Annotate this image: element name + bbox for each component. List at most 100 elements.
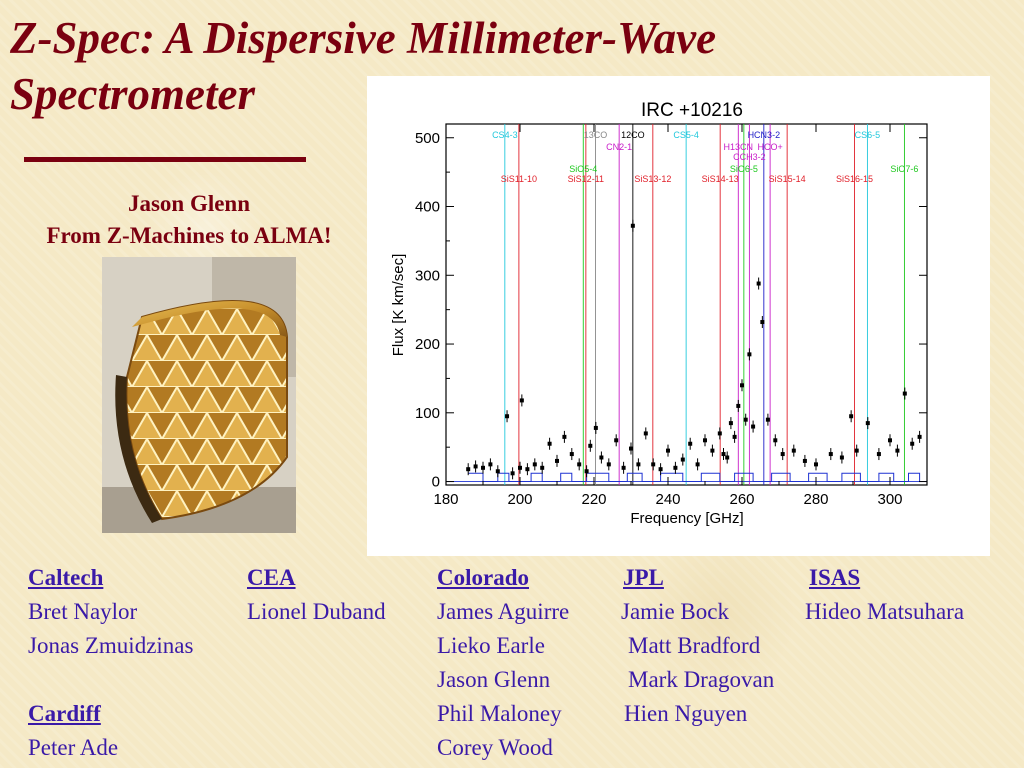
- y-tick-label: 200: [415, 336, 440, 353]
- y-tick-label: 400: [415, 199, 440, 216]
- line-label: CS6-5: [855, 130, 881, 140]
- y-axis-label: Flux [K km/sec]: [390, 254, 407, 357]
- data-point: [760, 320, 765, 325]
- data-point: [917, 434, 922, 439]
- data-point: [876, 452, 881, 457]
- institution-cardiff: Cardiff Peter Ade: [28, 697, 118, 765]
- data-point: [895, 448, 900, 453]
- data-point: [630, 223, 635, 228]
- x-tick-label: 180: [433, 491, 458, 508]
- line-label: 13CO: [584, 130, 608, 140]
- line-label: SiO7-6: [890, 164, 918, 174]
- data-point: [593, 425, 598, 430]
- data-point: [495, 469, 500, 474]
- institution-name[interactable]: CEA: [247, 565, 296, 590]
- data-point: [780, 452, 785, 457]
- line-label: SiS16-15: [836, 174, 873, 184]
- line-label: SiO5-4: [569, 164, 597, 174]
- person-name: Phil Maloney: [437, 701, 562, 726]
- institution-name[interactable]: Caltech: [28, 565, 104, 590]
- x-tick-label: 240: [655, 491, 680, 508]
- line-label: CN2-1: [606, 142, 632, 152]
- data-point: [606, 462, 611, 467]
- data-point: [673, 465, 678, 470]
- person-name: James Aguirre: [437, 599, 570, 624]
- data-point: [740, 383, 744, 388]
- line-label: SiS13-12: [634, 174, 671, 184]
- line-label: SiS14-13: [702, 174, 739, 184]
- line-label: SiS15-14: [769, 174, 806, 184]
- person-name: Corey Wood: [437, 735, 553, 760]
- data-point: [547, 441, 552, 446]
- data-point: [736, 403, 741, 408]
- person-name: Lionel Duband: [247, 599, 386, 624]
- data-point: [688, 441, 693, 446]
- data-point: [599, 455, 604, 460]
- institution-name[interactable]: ISAS: [809, 565, 861, 590]
- line-label: SiS11-10: [501, 174, 537, 184]
- person-name: Bret Naylor: [28, 599, 138, 624]
- data-point: [636, 462, 641, 467]
- x-tick-label: 260: [729, 491, 754, 508]
- line-label: SiS12-11: [568, 174, 604, 184]
- data-point: [747, 352, 752, 357]
- data-point: [588, 443, 593, 448]
- data-point: [519, 398, 524, 403]
- data-point: [584, 469, 589, 474]
- data-point: [814, 462, 818, 467]
- title-underline: [24, 157, 306, 162]
- person-name: Peter Ade: [28, 735, 119, 760]
- spectrum-chart-panel: IRC +10216 180 200 220 240 260 280 300 0 100 200 3…: [367, 76, 990, 556]
- institution-name[interactable]: JPL: [623, 565, 664, 590]
- data-point: [791, 448, 796, 453]
- data-point: [765, 417, 770, 422]
- data-point: [666, 448, 670, 453]
- institution-colorado: Colorado James Aguirre Lieko Earle Jason…: [437, 561, 569, 765]
- line-label: SiO6-5: [730, 164, 758, 174]
- line-label: CCH3-2: [733, 152, 766, 162]
- data-point: [614, 438, 619, 443]
- data-point: [910, 441, 915, 446]
- data-point: [466, 467, 471, 472]
- person-name: Matt Bradford: [628, 633, 761, 658]
- institution-cea: CEA Lionel Duband: [247, 561, 386, 629]
- data-point: [481, 465, 485, 470]
- data-point: [854, 448, 859, 453]
- data-point: [721, 452, 726, 457]
- line-label: HCN3-2: [748, 130, 781, 140]
- institution-name[interactable]: Cardiff: [28, 701, 101, 726]
- institution-name[interactable]: Colorado: [437, 565, 529, 590]
- line-label: 12CO: [621, 130, 645, 140]
- data-point: [510, 471, 515, 476]
- data-point: [473, 464, 478, 469]
- y-tick-label: 0: [432, 474, 440, 491]
- data-point: [518, 465, 522, 470]
- person-name: Lieko Earle: [437, 633, 545, 658]
- x-axis-label: Frequency [GHz]: [630, 510, 743, 527]
- slide-title: Z-Spec: A Dispersive Millimeter-Wave Spe…: [10, 13, 717, 119]
- author-block: Jason Glenn From Z-Machines to ALMA!: [0, 188, 378, 252]
- chart-title: IRC +10216: [641, 100, 743, 121]
- data-point: [839, 455, 844, 460]
- data-point: [562, 434, 567, 439]
- person-name: Hien Nguyen: [624, 701, 748, 726]
- y-tick-label: 300: [415, 267, 440, 284]
- person-name: Jason Glenn: [437, 667, 551, 692]
- data-point: [802, 458, 807, 463]
- data-point: [540, 465, 545, 470]
- data-point: [621, 465, 626, 470]
- institution-jpl: JPL Jamie Bock Matt Bradford Mark Dragov…: [621, 561, 774, 731]
- data-point: [532, 462, 537, 467]
- data-point: [505, 414, 510, 419]
- data-point: [717, 431, 722, 436]
- line-label: CS4-3: [492, 130, 518, 140]
- data-point: [629, 446, 633, 451]
- data-point: [902, 391, 907, 396]
- grating-illustration: [102, 257, 296, 533]
- data-point: [703, 438, 707, 443]
- y-tick-label: 500: [415, 130, 440, 147]
- x-tick-label: 200: [507, 491, 532, 508]
- data-point: [849, 414, 854, 419]
- x-tick-label: 300: [877, 491, 902, 508]
- data-point: [756, 281, 761, 286]
